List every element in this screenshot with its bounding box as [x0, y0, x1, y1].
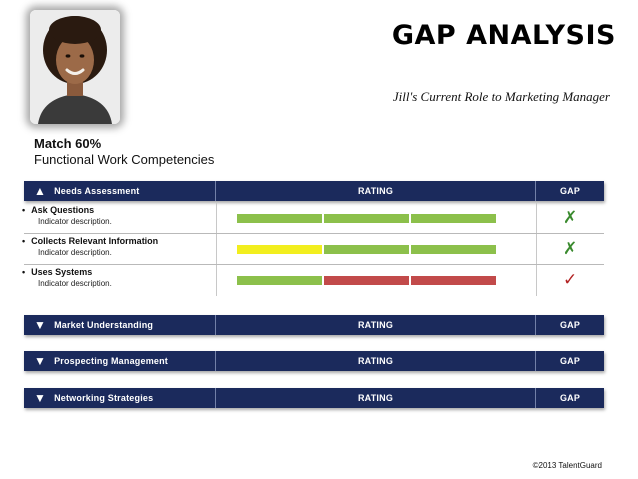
- rating-column-header: RATING: [216, 388, 536, 408]
- column-divider: [216, 234, 217, 264]
- rating-column-header: RATING: [216, 181, 536, 201]
- column-divider: [536, 265, 537, 296]
- item-name: Uses Systems: [31, 267, 93, 277]
- rating-bar: [237, 214, 496, 223]
- competency-item-list: • Ask Questions Indicator description. ✗…: [22, 203, 604, 296]
- section-name: Prospecting Management: [54, 356, 168, 366]
- triangle-down-icon[interactable]: ▼: [34, 354, 47, 368]
- page-title: GAP ANALYSIS: [391, 20, 616, 51]
- gap-column-header: GAP: [559, 356, 581, 366]
- list-item: • Ask Questions Indicator description. ✗: [22, 203, 604, 234]
- list-item: • Uses Systems Indicator description. ✓: [22, 265, 604, 296]
- item-description: Indicator description.: [38, 279, 112, 288]
- section-header-prospecting-management[interactable]: ▼ Prospecting Management RATING GAP: [24, 351, 604, 371]
- bullet-icon: •: [22, 236, 26, 246]
- column-divider: [536, 234, 537, 264]
- rating-segment: [411, 214, 496, 223]
- rating-segment: [237, 276, 322, 285]
- section-name: Market Understanding: [54, 320, 154, 330]
- match-percentage: Match 60%: [34, 136, 102, 151]
- triangle-down-icon[interactable]: ▼: [34, 391, 47, 405]
- gap-x-icon: ✗: [563, 208, 578, 227]
- rating-segment: [411, 245, 496, 254]
- section-header-market-understanding[interactable]: ▼ Market Understanding RATING GAP: [24, 315, 604, 335]
- rating-segment: [324, 276, 409, 285]
- rating-segment: [324, 214, 409, 223]
- column-divider: [216, 203, 217, 233]
- rating-segment: [237, 214, 322, 223]
- section-header-networking-strategies[interactable]: ▼ Networking Strategies RATING GAP: [24, 388, 604, 408]
- item-name: Ask Questions: [31, 205, 95, 215]
- section-name: Networking Strategies: [54, 393, 154, 403]
- bullet-icon: •: [22, 267, 26, 277]
- triangle-up-icon[interactable]: ▲: [34, 184, 47, 198]
- bullet-icon: •: [22, 205, 26, 215]
- competency-group-label: Functional Work Competencies: [34, 152, 215, 167]
- rating-segment: [324, 245, 409, 254]
- page-subtitle: Jill's Current Role to Marketing Manager: [392, 89, 610, 104]
- column-divider: [536, 203, 537, 233]
- gap-column-header: GAP: [559, 393, 581, 403]
- section-header-needs-assessment[interactable]: ▲ Needs Assessment RATING GAP: [24, 181, 604, 201]
- item-description: Indicator description.: [38, 217, 112, 226]
- gap-column-header: GAP: [559, 186, 581, 196]
- rating-column-header: RATING: [216, 351, 536, 371]
- rating-segment: [411, 276, 496, 285]
- copyright-footer: ©2013 TalentGuard: [532, 461, 602, 470]
- rating-bar: [237, 276, 496, 285]
- rating-bar: [237, 245, 496, 254]
- profile-photo: [30, 10, 120, 124]
- gap-x-icon: ✗: [563, 239, 578, 258]
- item-name: Collects Relevant Information: [31, 236, 159, 246]
- gap-column-header: GAP: [559, 320, 581, 330]
- list-item: • Collects Relevant Information Indicato…: [22, 234, 604, 265]
- section-name: Needs Assessment: [54, 186, 140, 196]
- triangle-down-icon[interactable]: ▼: [34, 318, 47, 332]
- checkmark-icon: ✓: [563, 270, 578, 289]
- rating-column-header: RATING: [216, 315, 536, 335]
- rating-segment: [237, 245, 322, 254]
- person-avatar-icon: [30, 10, 120, 124]
- item-description: Indicator description.: [38, 248, 112, 257]
- column-divider: [216, 265, 217, 296]
